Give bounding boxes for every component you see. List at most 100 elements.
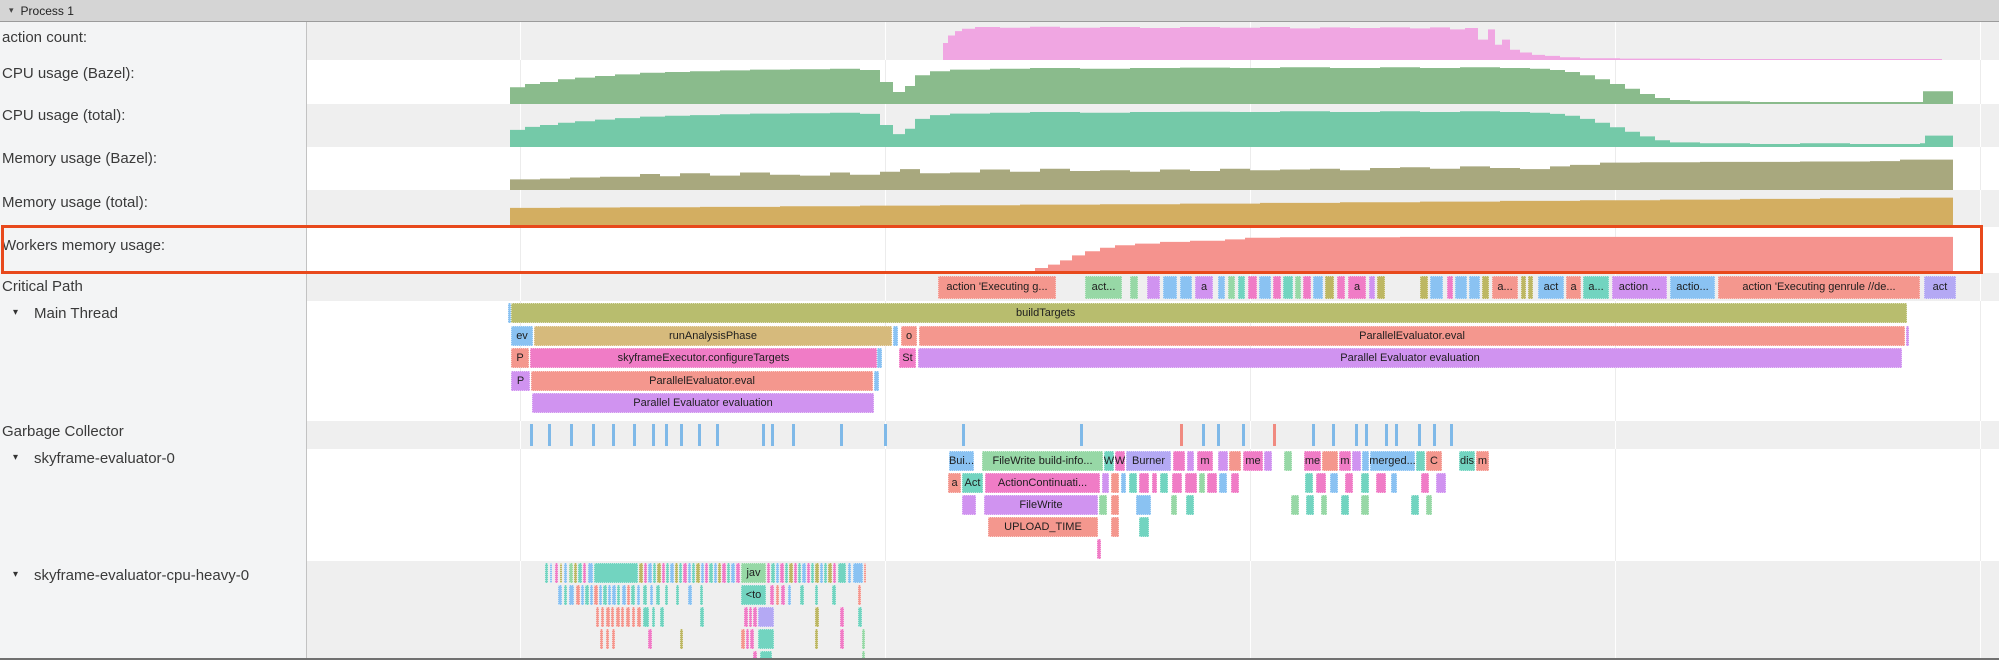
trace-event-block[interactable] xyxy=(828,563,832,583)
trace-event-block[interactable] xyxy=(874,370,879,391)
gc-tick[interactable] xyxy=(1418,424,1421,446)
trace-event-block[interactable] xyxy=(731,563,735,583)
gc-tick[interactable] xyxy=(1433,424,1436,446)
trace-event-block[interactable] xyxy=(1218,451,1228,471)
gc-tick[interactable] xyxy=(1242,424,1245,446)
trace-event-block[interactable] xyxy=(688,563,691,583)
trace-event-block[interactable] xyxy=(750,629,754,649)
trace-event-block[interactable] xyxy=(1330,473,1338,493)
trace-event-block[interactable] xyxy=(767,563,770,583)
trace-event-block[interactable]: a xyxy=(1348,276,1366,299)
gc-tick[interactable] xyxy=(698,424,701,446)
trace-event-block[interactable] xyxy=(700,585,703,605)
trace-event-block[interactable]: jav xyxy=(741,563,766,583)
trace-event-block[interactable] xyxy=(770,585,774,605)
trace-event-block[interactable] xyxy=(1291,495,1299,515)
trace-event-block[interactable]: act xyxy=(1924,276,1956,299)
trace-event-block[interactable] xyxy=(1129,473,1137,493)
trace-event-block[interactable]: Act xyxy=(962,473,983,493)
trace-event-block[interactable]: St xyxy=(899,348,916,368)
trace-event-block[interactable] xyxy=(701,563,704,583)
gc-tick[interactable] xyxy=(1385,424,1388,446)
trace-event-block[interactable]: a xyxy=(948,473,961,493)
trace-event-block[interactable] xyxy=(1528,276,1533,299)
trace-event-block[interactable] xyxy=(1102,473,1109,493)
gc-tick[interactable] xyxy=(1395,424,1398,446)
cpu-total-chart[interactable] xyxy=(0,104,1999,147)
trace-event-block[interactable] xyxy=(1231,473,1239,493)
trace-event-block[interactable] xyxy=(811,563,814,583)
trace-event-block[interactable]: me xyxy=(1304,451,1321,471)
trace-event-block[interactable] xyxy=(1163,276,1177,299)
trace-event-block[interactable] xyxy=(1303,276,1311,299)
trace-event-block[interactable]: ParallelEvaluator.eval xyxy=(531,370,873,391)
trace-event-block[interactable] xyxy=(800,585,804,605)
trace-event-block[interactable]: act xyxy=(1538,276,1564,299)
trace-event-block[interactable] xyxy=(1186,495,1194,515)
action-count-chart[interactable] xyxy=(0,22,1999,60)
trace-event-block[interactable] xyxy=(637,607,641,627)
trace-event-block[interactable] xyxy=(781,585,785,605)
trace-event-block[interactable] xyxy=(569,585,574,605)
trace-event-block[interactable] xyxy=(1906,325,1909,346)
gc-tick[interactable] xyxy=(680,424,683,446)
gc-tick[interactable] xyxy=(1202,424,1205,446)
collapse-triangle-icon[interactable]: ▾ xyxy=(9,5,14,15)
trace-event-block[interactable] xyxy=(1199,473,1205,493)
trace-event-block[interactable] xyxy=(1099,495,1107,515)
trace-event-block[interactable] xyxy=(1238,276,1245,299)
trace-event-block[interactable]: a... xyxy=(1492,276,1518,299)
trace-event-block[interactable] xyxy=(665,585,668,605)
gc-tick[interactable] xyxy=(1332,424,1335,446)
gc-tick[interactable] xyxy=(1080,424,1083,446)
gc-tick-major[interactable] xyxy=(1180,424,1183,446)
sidebar-item-skyframe-evaluator-0[interactable]: skyframe-evaluator-0 xyxy=(34,450,175,467)
trace-event-block[interactable]: Parallel Evaluator evaluation xyxy=(532,393,874,413)
trace-event-block[interactable] xyxy=(1313,276,1323,299)
trace-event-block[interactable] xyxy=(637,585,640,605)
trace-event-block[interactable] xyxy=(564,585,567,605)
trace-event-block[interactable] xyxy=(802,563,806,583)
workers-chart[interactable] xyxy=(0,227,1999,273)
trace-event-block[interactable] xyxy=(1171,495,1177,515)
trace-event-block[interactable] xyxy=(862,651,865,658)
trace-event-block[interactable] xyxy=(683,563,687,583)
trace-event-block[interactable] xyxy=(1218,276,1225,299)
trace-event-block[interactable] xyxy=(1469,276,1480,299)
trace-event-block[interactable] xyxy=(1219,473,1227,493)
trace-event-block[interactable] xyxy=(1362,451,1369,471)
sidebar-item-cpu-usage-total[interactable]: CPU usage (total): xyxy=(2,107,126,124)
trace-event-block[interactable] xyxy=(893,325,898,346)
gc-tick[interactable] xyxy=(612,424,615,446)
trace-event-block[interactable] xyxy=(648,563,652,583)
trace-event-block[interactable] xyxy=(746,629,749,649)
trace-event-block[interactable] xyxy=(569,563,573,583)
sidebar-item-cpu-usage-bazel[interactable]: CPU usage (Bazel): xyxy=(2,65,135,82)
trace-event-block[interactable] xyxy=(807,563,810,583)
cpu-bazel-chart[interactable] xyxy=(0,60,1999,104)
sidebar-item-workers-memory-usage[interactable]: Workers memory usage: xyxy=(2,237,166,254)
trace-event-block[interactable]: C xyxy=(1426,451,1442,471)
gc-tick[interactable] xyxy=(962,424,965,446)
trace-event-block[interactable] xyxy=(776,563,779,583)
trace-event-block[interactable] xyxy=(643,607,649,627)
sidebar-item-critical-path[interactable]: Critical Path xyxy=(2,278,83,295)
trace-event-block[interactable]: m xyxy=(1339,451,1351,471)
trace-event-block[interactable]: merged... xyxy=(1370,451,1415,471)
trace-event-block[interactable] xyxy=(1264,451,1272,471)
trace-event-block[interactable] xyxy=(862,629,865,649)
trace-event-block[interactable]: buildTargets xyxy=(511,303,1907,323)
trace-event-block[interactable] xyxy=(1361,495,1369,515)
trace-event-block[interactable] xyxy=(632,607,635,627)
trace-event-block[interactable] xyxy=(877,348,882,368)
trace-event-block[interactable] xyxy=(727,563,730,583)
trace-event-block[interactable] xyxy=(858,585,861,605)
trace-event-block[interactable] xyxy=(1430,276,1443,299)
trace-event-block[interactable] xyxy=(709,563,713,583)
trace-event-block[interactable] xyxy=(606,629,609,649)
trace-event-block[interactable] xyxy=(670,563,674,583)
sidebar-item-garbage-collector[interactable]: Garbage Collector xyxy=(2,423,124,440)
trace-event-block[interactable] xyxy=(652,607,655,627)
trace-event-block[interactable] xyxy=(1337,276,1345,299)
trace-event-block[interactable]: skyframeExecutor.configureTargets xyxy=(530,348,877,368)
